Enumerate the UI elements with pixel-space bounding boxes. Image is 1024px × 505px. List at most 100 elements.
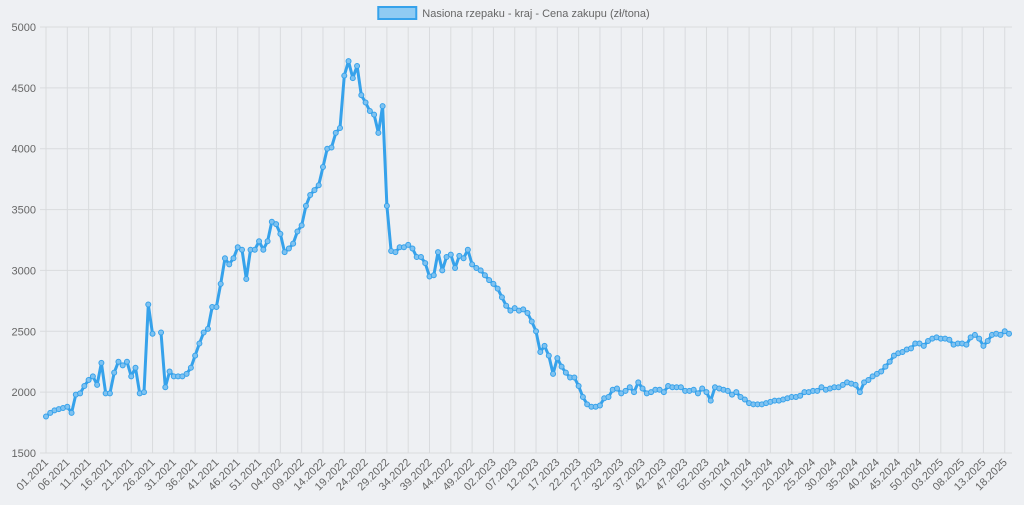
data-point: [737, 394, 744, 401]
data-point: [533, 328, 540, 335]
data-point: [456, 252, 463, 259]
data-point: [554, 355, 561, 362]
data-point: [422, 260, 429, 267]
data-point: [818, 384, 825, 391]
data-point: [332, 129, 339, 136]
data-point: [511, 305, 518, 312]
data-point: [328, 144, 335, 151]
data-point: [447, 251, 454, 258]
data-point: [477, 267, 484, 274]
data-point: [707, 397, 714, 404]
data-point: [166, 368, 173, 375]
data-point: [430, 272, 437, 279]
y-tick-label: 2000: [12, 387, 36, 399]
data-point: [315, 182, 322, 189]
data-point: [575, 383, 582, 390]
data-point: [405, 241, 412, 248]
data-point: [498, 294, 505, 301]
data-point: [724, 387, 731, 394]
data-point: [656, 386, 663, 393]
data-point: [337, 125, 344, 132]
data-point: [869, 373, 876, 380]
data-point: [469, 261, 476, 268]
data-point: [179, 373, 186, 380]
data-point: [865, 376, 872, 383]
data-point: [141, 389, 148, 396]
data-point: [43, 413, 49, 420]
data-point: [221, 255, 228, 262]
data-point: [192, 352, 199, 359]
data-point: [631, 389, 638, 396]
data-point: [200, 329, 207, 336]
data-point: [149, 330, 156, 337]
data-point: [1001, 328, 1008, 335]
data-point: [852, 381, 859, 388]
data-point: [584, 401, 591, 408]
data-point: [311, 187, 318, 194]
data-point: [622, 387, 629, 394]
data-point: [946, 336, 953, 343]
data-point: [77, 390, 84, 397]
data-point: [550, 370, 557, 377]
y-tick-label: 1500: [12, 448, 36, 460]
data-point: [251, 246, 258, 253]
data-point: [217, 280, 224, 287]
data-point: [417, 254, 424, 261]
data-point: [111, 369, 118, 376]
data-point: [1006, 330, 1012, 337]
data-point: [873, 370, 880, 377]
data-point: [264, 238, 271, 245]
data-point: [558, 363, 565, 370]
data-point: [132, 364, 139, 371]
data-point: [596, 402, 603, 409]
data-point: [145, 301, 152, 308]
data-point: [814, 387, 821, 394]
data-point: [464, 246, 471, 253]
data-point: [890, 352, 897, 359]
data-point: [128, 373, 135, 380]
data-point: [452, 264, 459, 271]
data-point: [64, 403, 71, 410]
data-point: [605, 394, 612, 401]
data-point: [375, 129, 382, 136]
data-point: [294, 228, 301, 235]
data-point: [89, 373, 96, 380]
data-point: [976, 335, 983, 342]
data-point: [204, 325, 211, 332]
data-point: [256, 238, 263, 245]
data-point: [371, 111, 378, 118]
data-point: [290, 240, 297, 247]
data-point: [635, 379, 642, 386]
data-point: [878, 368, 885, 375]
data-point: [528, 318, 535, 325]
y-tick-label: 4500: [12, 83, 36, 95]
data-point: [618, 390, 625, 397]
data-point: [243, 275, 250, 282]
data-point: [81, 383, 88, 390]
data-point: [239, 246, 246, 253]
data-point: [358, 92, 365, 99]
y-tick-label: 3500: [12, 205, 36, 217]
data-point: [260, 246, 267, 253]
data-point: [115, 358, 122, 365]
data-point: [285, 245, 292, 252]
data-point: [366, 107, 373, 114]
data-point: [183, 370, 190, 377]
data-point: [362, 99, 369, 106]
data-point: [916, 340, 923, 347]
data-point: [119, 362, 126, 369]
data-point: [541, 342, 548, 349]
data-point: [537, 348, 544, 355]
data-point: [439, 267, 446, 274]
data-point: [392, 249, 399, 256]
data-point: [699, 385, 706, 392]
data-point: [694, 390, 701, 397]
data-point: [571, 374, 578, 381]
data-point: [524, 310, 531, 317]
data-point: [520, 306, 527, 313]
data-point: [503, 302, 510, 309]
data-point: [486, 277, 493, 284]
y-tick-label: 3000: [12, 265, 36, 277]
